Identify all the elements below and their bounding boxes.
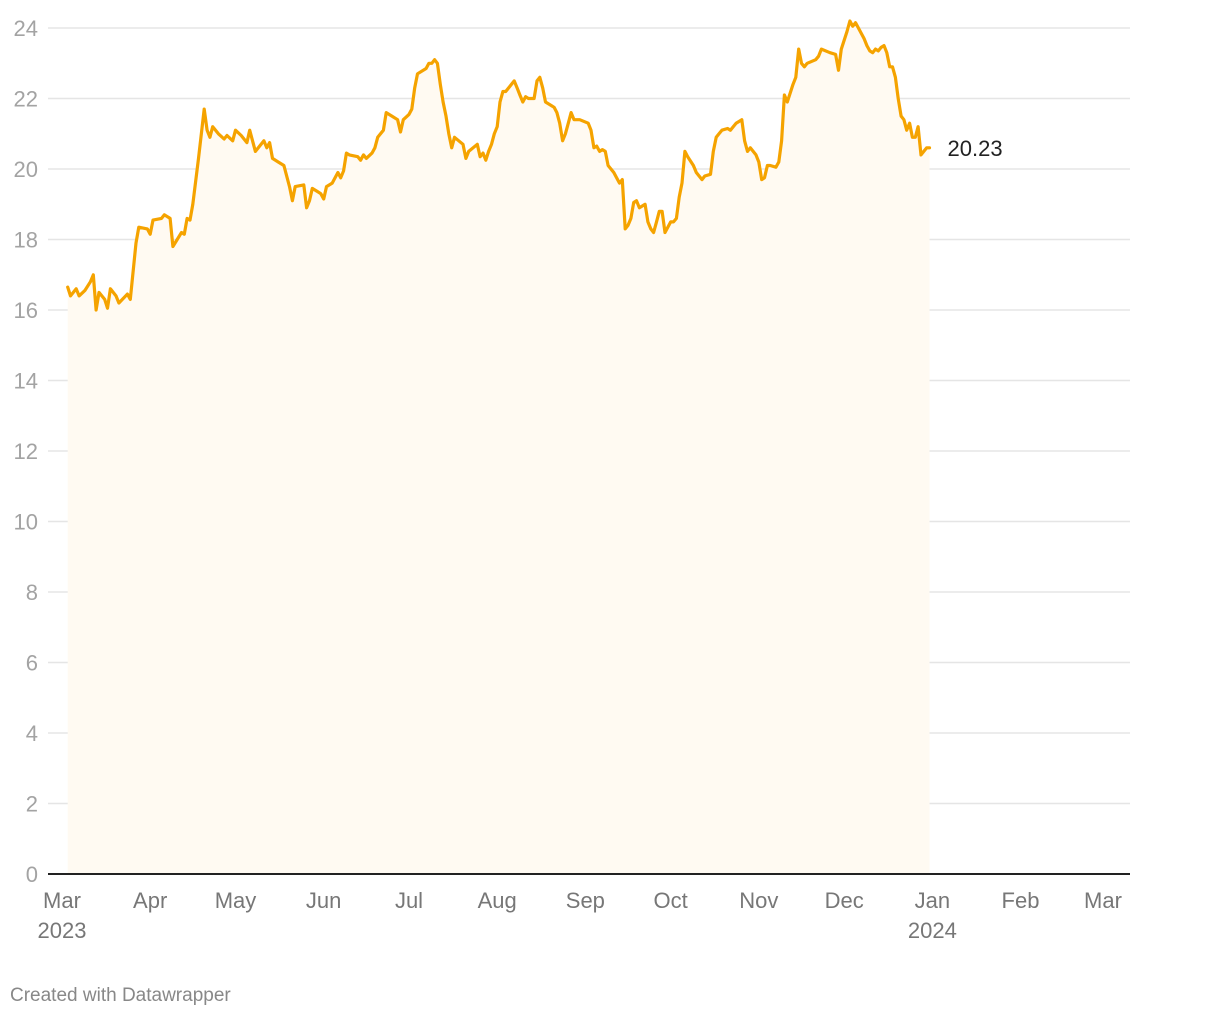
y-tick-label: 24 — [14, 16, 38, 41]
x-tick-label: May — [215, 888, 257, 913]
x-tick-year-label: 2023 — [38, 918, 87, 943]
area-fill — [67, 21, 930, 874]
series-line — [66, 19, 932, 312]
x-tick-label: Mar — [43, 888, 81, 913]
x-tick-label: Jun — [306, 888, 341, 913]
y-tick-label: 12 — [14, 439, 38, 464]
x-tick-label: Dec — [825, 888, 864, 913]
y-tick-label: 18 — [14, 228, 38, 253]
y-tick-label: 20 — [14, 157, 38, 182]
credit-text: Created with Datawrapper — [10, 985, 231, 1006]
y-tick-label: 4 — [26, 721, 38, 746]
y-tick-label: 2 — [26, 792, 38, 817]
x-tick-label: Aug — [478, 888, 517, 913]
x-tick-label: Apr — [133, 888, 167, 913]
x-tick-label: Mar — [1084, 888, 1122, 913]
x-tick-label: Oct — [654, 888, 688, 913]
y-tick-label: 0 — [26, 862, 38, 887]
x-tick-label: Feb — [1002, 888, 1040, 913]
x-tick-label: Nov — [739, 888, 778, 913]
x-tick-year-label: 2024 — [908, 918, 957, 943]
x-tick-label: Jan — [915, 888, 950, 913]
end-value-label: 20.23 — [948, 136, 1003, 161]
x-tick-label: Jul — [395, 888, 423, 913]
y-tick-label: 6 — [26, 651, 38, 676]
y-tick-label: 10 — [14, 510, 38, 535]
y-tick-label: 14 — [14, 369, 38, 394]
x-axis-ticks: Mar 2023 Apr May Jun Jul Aug Sep Oct Nov Dec Jan 202… — [38, 888, 1122, 943]
x-tick-label: Sep — [566, 888, 605, 913]
y-tick-label: 16 — [14, 298, 38, 323]
y-tick-label: 8 — [26, 580, 38, 605]
y-tick-label: 22 — [14, 87, 38, 112]
